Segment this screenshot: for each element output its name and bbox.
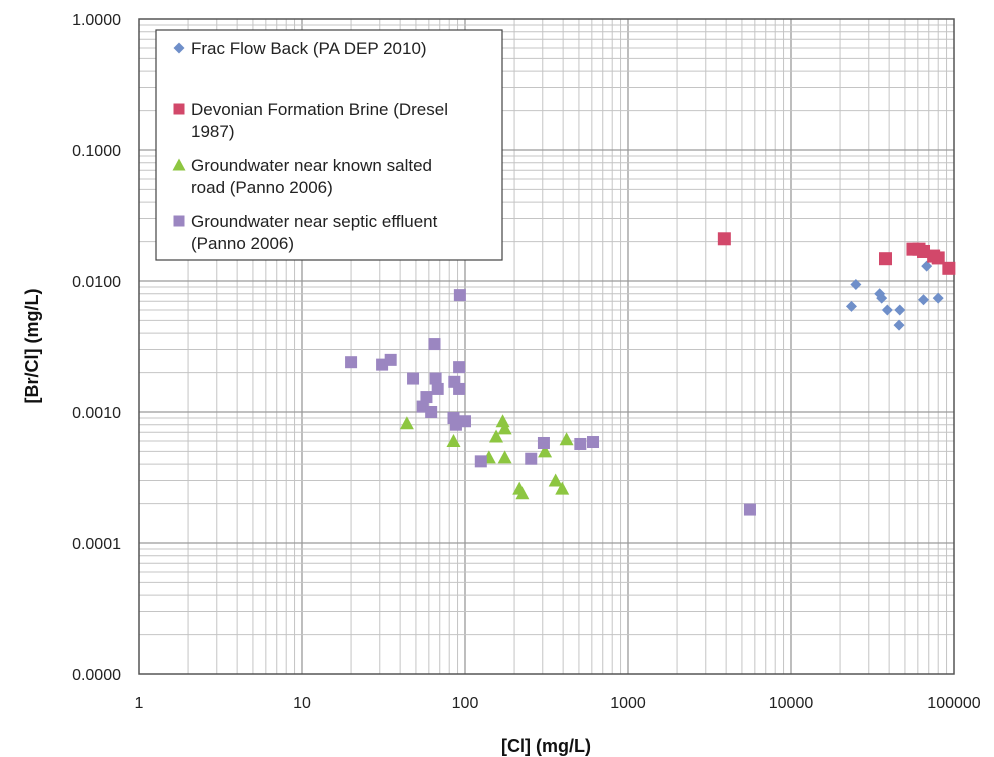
data-point-series-4 [474,455,487,468]
data-point-series-4 [425,406,438,418]
legend-marker-series-3 [172,158,186,171]
x-tick-label: 1000 [610,695,646,712]
data-point-series-4 [431,382,444,395]
data-point-series-4 [459,415,471,428]
y-tick-label: 0.0001 [72,536,121,553]
data-point-series-1 [893,319,905,331]
data-point-series-1 [918,294,930,306]
data-point-series-1 [921,260,933,272]
data-point-series-2 [879,252,893,266]
data-point-series-4 [453,382,466,395]
data-point-series-3 [446,434,461,448]
data-point-series-4 [574,437,587,450]
y-tick-label: 0.1000 [72,143,121,160]
legend: Frac Flow Back (PA DEP 2010) Devonian For… [155,29,503,261]
data-point-series-3 [497,450,512,464]
legend-label-series-1: Frac Flow Back (PA DEP 2010) [191,39,427,58]
x-tick-label: 100 [452,695,479,712]
x-tick-label: 100000 [927,695,980,712]
x-tick-label: 1 [135,695,144,712]
x-tick-label: 10000 [769,695,814,712]
y-tick-label: 0.0100 [72,274,121,291]
data-point-series-4 [537,436,550,449]
y-tick-label: 0.0010 [72,405,121,422]
data-point-series-3 [495,414,510,428]
legend-marker-series-2 [173,103,185,115]
data-point-series-3 [548,473,563,487]
data-point-series-4 [743,503,756,516]
legend-label-series-2: Devonian Formation Brine (Dresel 1987) [191,100,448,141]
x-axis-title: [Cl] (mg/L) [501,736,591,756]
data-point-series-4 [407,372,420,385]
data-point-series-3 [497,421,512,435]
legend-box [155,29,503,261]
data-point-series-2 [717,232,731,246]
legend-marker-series-4 [173,215,185,227]
data-point-series-3 [399,416,414,430]
data-point-series-2 [917,244,931,258]
data-point-series-3 [555,481,570,495]
x-tick-label: 10 [293,695,311,712]
data-points [345,232,956,516]
y-tick-label: 1.0000 [72,12,121,29]
data-point-series-1 [845,300,857,312]
data-point-series-4 [453,361,466,374]
data-point-series-4 [587,436,600,449]
data-point-series-1 [932,292,944,304]
data-point-series-2 [931,251,945,265]
data-point-series-3 [559,432,574,446]
plot-area-border [138,18,955,675]
data-point-series-4 [429,372,442,385]
y-axis-tick-labels: 0.0000 0.0001 0.0010 0.0100 0.1000 1.0000 [72,12,121,684]
data-point-series-4 [428,338,441,351]
data-point-series-4 [525,452,538,465]
data-point-series-3 [515,486,530,500]
legend-label-series-4: Groundwater near septic effluent (Panno 2… [191,212,438,253]
data-point-series-1 [876,292,888,304]
data-point-series-4 [345,356,358,369]
y-axis-title: [Br/Cl] (mg/L) [22,289,42,404]
data-point-series-3 [489,429,504,443]
data-point-series-4 [449,418,462,431]
legend-label-series-3: Groundwater near known salted road (Panno… [191,156,432,197]
x-axis-tick-labels: 1 10 100 1000 10000 100000 [135,695,981,712]
data-point-series-2 [942,261,956,275]
y-tick-label: 0.0000 [72,667,121,684]
data-point-series-4 [420,391,433,404]
data-point-series-1 [850,279,862,291]
data-point-series-4 [384,353,397,366]
data-point-series-1 [894,304,906,316]
data-point-series-3 [538,444,553,458]
data-point-series-4 [453,289,466,302]
data-point-series-1 [881,304,893,316]
legend-marker-series-1 [173,42,185,54]
